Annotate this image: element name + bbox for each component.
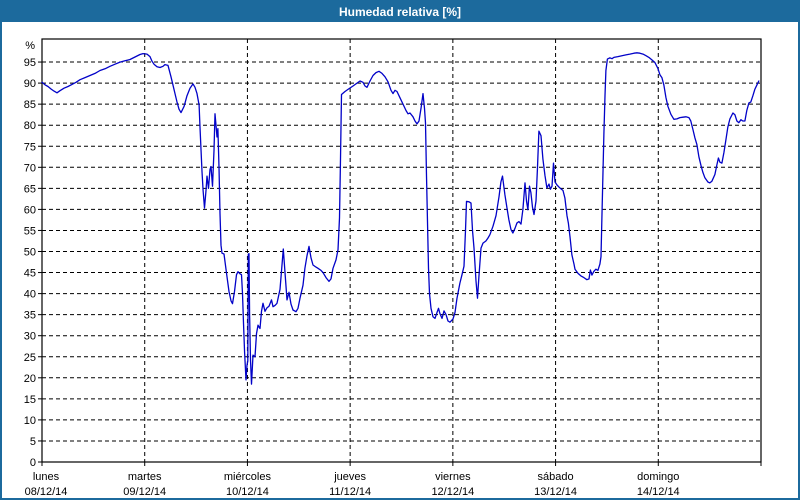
y-axis-label: 20 (24, 373, 36, 385)
x-axis-date-label: 10/12/14 (226, 486, 269, 498)
y-axis-label: 40 (24, 289, 36, 301)
y-axis-label: 90 (24, 78, 36, 90)
y-axis-label: 35 (24, 310, 36, 322)
x-axis-day-label: lunes (33, 471, 60, 483)
plot-frame (41, 38, 762, 463)
y-axis-label: 70 (24, 162, 36, 174)
y-axis-unit-label: % (25, 40, 35, 52)
x-axis-date-label: 14/12/14 (637, 486, 680, 498)
x-axis-day-label: sábado (538, 471, 574, 483)
x-axis-date-label: 11/12/14 (329, 486, 371, 498)
y-axis-label: 10 (24, 415, 36, 427)
y-axis-label: 25 (24, 352, 36, 364)
window-title: Humedad relativa [%] (338, 5, 462, 19)
y-axis-label: 30 (24, 331, 36, 343)
x-axis-day-label: jueves (333, 471, 366, 483)
y-axis-label: 5 (30, 436, 36, 448)
x-axis-date-label: 13/12/14 (534, 486, 577, 498)
y-axis-label: 15 (24, 394, 36, 406)
y-axis-label: 95 (24, 57, 36, 69)
y-axis-label: 80 (24, 120, 36, 132)
y-axis-label: 85 (24, 99, 36, 111)
x-axis-day-label: viernes (435, 471, 471, 483)
x-axis-day-label: martes (128, 471, 162, 483)
x-axis-date-label: 09/12/14 (123, 486, 166, 498)
y-axis-label: 65 (24, 183, 36, 195)
title-bar: Humedad relativa [%] (2, 2, 798, 22)
y-axis-label: 45 (24, 268, 36, 280)
y-axis-label: 55 (24, 225, 36, 237)
x-axis-date-label: 08/12/14 (25, 486, 68, 498)
y-axis-label: 50 (24, 247, 36, 259)
x-axis-date-label: 12/12/14 (431, 486, 474, 498)
humidity-series-line (41, 52, 760, 385)
y-axis-label: 60 (24, 204, 36, 216)
y-axis-label: 0 (30, 457, 36, 469)
x-axis-day-label: domingo (637, 471, 679, 483)
y-axis-label: 75 (24, 141, 36, 153)
x-axis-day-label: miércoles (224, 471, 272, 483)
